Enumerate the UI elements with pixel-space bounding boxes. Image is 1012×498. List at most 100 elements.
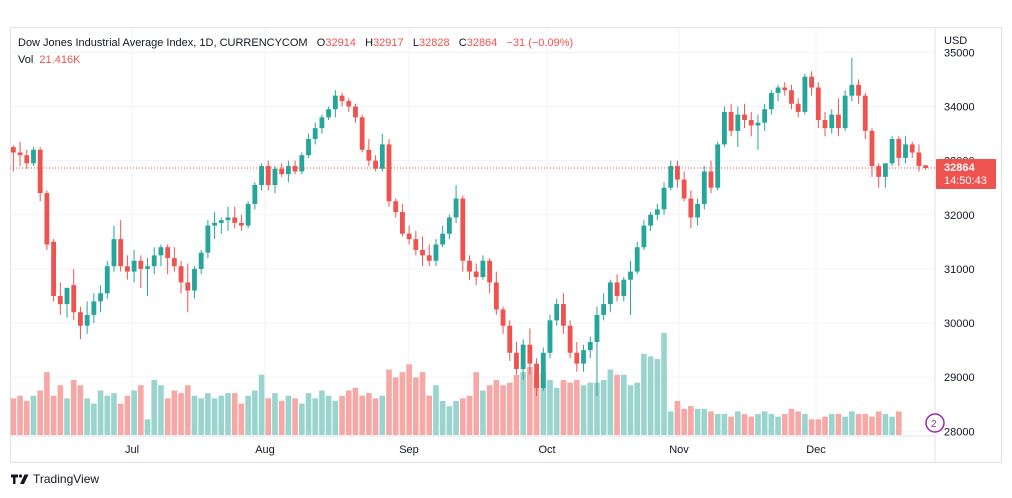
volume-bar [392, 377, 399, 435]
candle [306, 133, 311, 158]
volume-bar [91, 403, 97, 435]
volume-bar [446, 406, 453, 435]
candle [903, 136, 908, 164]
candle [654, 203, 660, 221]
legend-close-value: 32864 [466, 37, 498, 49]
bar-countdown: 14:50:43 [944, 175, 987, 187]
volume-scale-badge: 2 [925, 413, 945, 433]
volume-bar [486, 385, 493, 435]
candle-body [386, 144, 392, 202]
volume-bar [366, 393, 372, 435]
candle-body [540, 352, 546, 388]
volume-bar [77, 385, 84, 435]
candle [64, 287, 70, 318]
volume-badge-label: 2 [931, 419, 937, 430]
candle [809, 71, 815, 96]
candle-body [514, 352, 519, 370]
candle [239, 214, 244, 231]
candle-body [326, 109, 332, 118]
chart-legend: Dow Jones Industrial Average Index, 1D, … [18, 35, 573, 69]
candle [446, 214, 452, 240]
candle [547, 314, 553, 359]
candle-body [232, 217, 238, 223]
candle-body [98, 293, 103, 302]
candle [265, 160, 271, 191]
candle [10, 145, 16, 172]
candle [460, 195, 466, 272]
candle-body [252, 184, 258, 204]
volume-bar [399, 372, 406, 435]
candle-body [178, 266, 184, 283]
candle-body [634, 247, 640, 272]
volume-bar [735, 411, 741, 435]
candle [822, 111, 828, 137]
time-tick-label: Sep [399, 444, 419, 456]
candle [742, 103, 747, 129]
candle-body [923, 165, 929, 168]
volume-bar [211, 398, 218, 435]
volume-bar [238, 403, 245, 435]
time-tick-label: Nov [669, 444, 689, 456]
candle [111, 225, 117, 272]
last-price-value: 32864 [944, 162, 975, 174]
candle [212, 212, 218, 240]
candle-body [165, 247, 171, 259]
candle-body [426, 255, 432, 261]
candle-body [64, 287, 70, 305]
candle-body [574, 352, 580, 364]
candle [842, 90, 848, 131]
candle [701, 166, 707, 210]
volume-bar [144, 419, 151, 435]
volume-bar [459, 398, 466, 435]
candle-body [272, 168, 278, 185]
candle [279, 163, 285, 177]
volume-bar [319, 390, 325, 435]
candle-body [373, 160, 379, 169]
candle [896, 136, 902, 167]
candle [198, 249, 204, 275]
candle [138, 255, 144, 288]
volume-bar [506, 382, 513, 435]
candle [178, 260, 184, 294]
volume-bar [191, 395, 198, 435]
candle-body [721, 111, 727, 145]
candle-body [520, 344, 526, 370]
candle-body [413, 239, 419, 250]
candle [782, 82, 788, 96]
chart-panel[interactable] [10, 27, 1002, 463]
candle [681, 171, 687, 202]
volume-bar [875, 411, 882, 435]
volume-bar [131, 390, 137, 435]
volume-bar [520, 372, 526, 435]
candle [514, 341, 519, 375]
volume-bar [439, 400, 446, 435]
volume-bar [641, 353, 647, 435]
candle [628, 260, 633, 315]
candle [185, 263, 191, 313]
volume-bar [567, 382, 573, 435]
candle [574, 341, 580, 372]
volume-bar [23, 400, 30, 435]
volume-bar [480, 390, 486, 435]
candle [245, 201, 251, 229]
candle-body [420, 249, 425, 256]
volume-bar [889, 416, 895, 435]
candle [104, 260, 110, 299]
time-tick-label: Jul [125, 444, 139, 456]
candle [225, 206, 231, 231]
volume-bar [647, 356, 654, 435]
candle-body [534, 363, 539, 388]
candle-body [581, 350, 586, 364]
volume-bar [802, 414, 808, 435]
footer[interactable]: TradingView [11, 472, 99, 486]
legend-close-label: C [458, 37, 467, 49]
candle [688, 190, 694, 229]
candle-body [628, 271, 633, 280]
candle-body [648, 214, 654, 226]
volume-bar [849, 411, 855, 435]
volume-bar [627, 385, 634, 435]
tradingview-logo-icon [11, 474, 29, 484]
candle [165, 244, 171, 275]
